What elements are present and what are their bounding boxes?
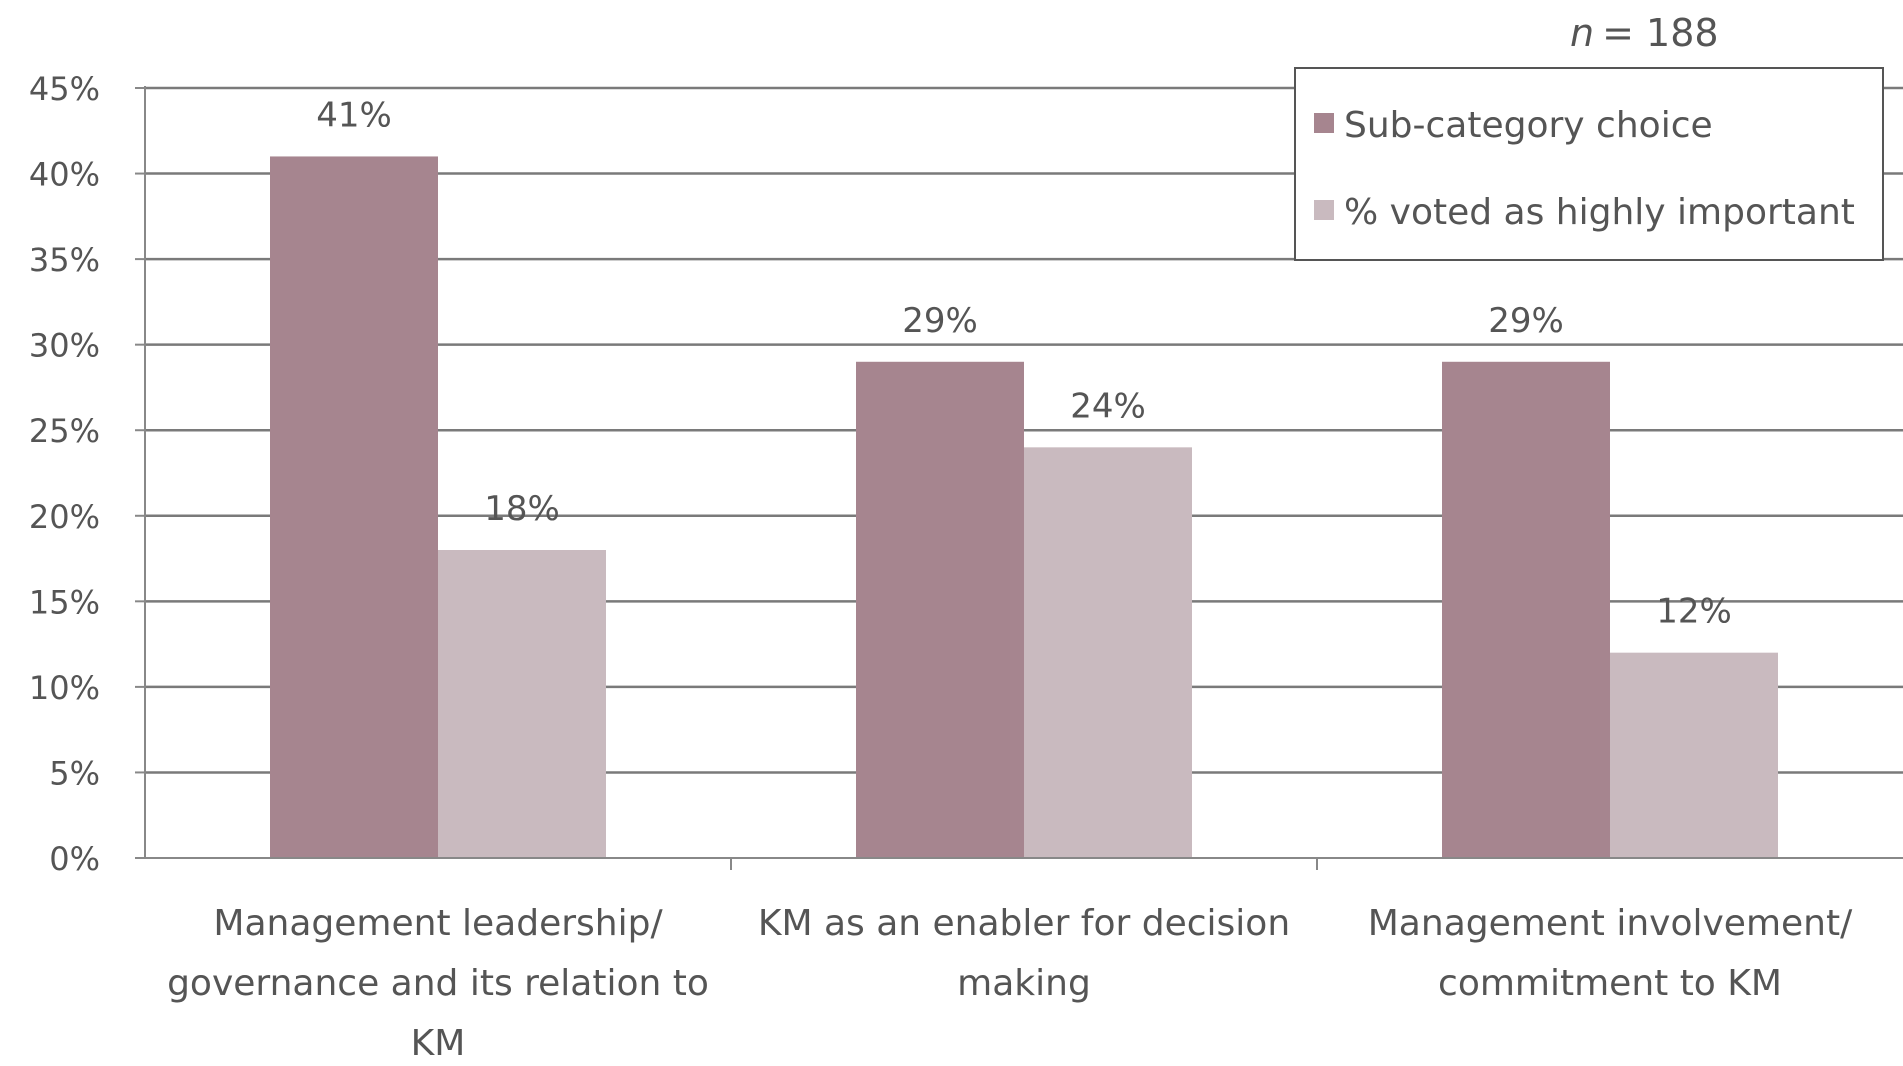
data-label: 24% (1070, 386, 1146, 426)
labels: 0% 5% 10% 15% 20% 25% 30% 35% 40% 45% 41% 18% Manage… (29, 70, 1853, 1064)
category-label: governance and its relation to (167, 963, 709, 1004)
bar-series-1 (856, 361, 1024, 858)
bars (270, 156, 1778, 858)
legend-box (1294, 67, 1884, 261)
sample-size-annotation: n = 188 (1570, 11, 1719, 55)
bar-series-2 (1024, 447, 1192, 858)
legend: Sub-category choice % voted as highly im… (1294, 67, 1884, 261)
bar-series-1 (1442, 361, 1610, 858)
data-label: 18% (484, 489, 560, 529)
y-tick-label: 25% (29, 412, 100, 450)
bar-series-1 (270, 156, 438, 858)
category-label: making (957, 963, 1091, 1004)
data-label: 41% (316, 95, 392, 135)
y-tick-label: 40% (29, 156, 100, 194)
y-tick-label: 15% (29, 583, 100, 621)
y-tick-label: 35% (29, 241, 100, 279)
y-tick-label: 30% (29, 327, 100, 365)
bar-series-2 (438, 550, 606, 858)
category-label: KM as an enabler for decision (758, 903, 1290, 944)
data-label: 29% (1488, 301, 1564, 341)
category-label: commitment to KM (1438, 963, 1782, 1004)
sample-size-value: = 188 (1602, 11, 1718, 55)
y-tick-label: 5% (49, 754, 100, 792)
y-tick-label: 10% (29, 669, 100, 707)
data-label: 29% (902, 301, 978, 341)
legend-swatch-series-1 (1314, 113, 1334, 133)
data-label: 12% (1656, 592, 1732, 632)
legend-swatch-series-2 (1314, 200, 1334, 220)
bar-series-2 (1610, 652, 1778, 858)
y-tick-label: 45% (29, 70, 100, 108)
legend-label-series-1: Sub-category choice (1344, 105, 1713, 146)
category-label: Management involvement/ (1368, 903, 1853, 944)
category-label: KM (411, 1023, 466, 1064)
y-tick-label: 0% (49, 840, 100, 878)
category-label: Management leadership/ (213, 903, 663, 944)
sample-size-prefix: n (1570, 11, 1594, 55)
axes (135, 86, 1903, 870)
y-tick-label: 20% (29, 498, 100, 536)
legend-label-series-2: % voted as highly important (1344, 192, 1855, 233)
